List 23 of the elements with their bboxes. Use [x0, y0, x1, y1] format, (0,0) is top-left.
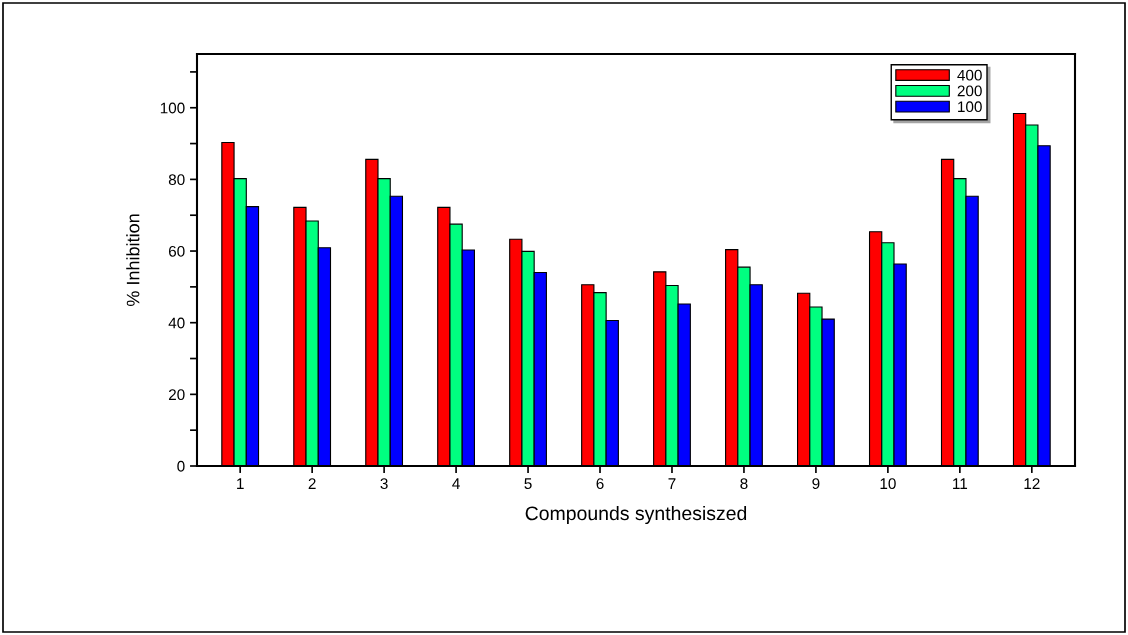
legend-label: 400: [957, 69, 982, 81]
x-tick-label: 9: [812, 478, 820, 490]
x-axis-title: Compounds synthesiszed: [525, 505, 747, 525]
y-tick-label: 60: [168, 245, 185, 257]
x-tick-label: 4: [452, 478, 460, 489]
x-tick-label: 1: [237, 478, 244, 489]
y-tick-label: 40: [168, 317, 185, 329]
x-tick-label: 8: [740, 478, 748, 490]
x-tick-label: 10: [880, 478, 896, 490]
legend-label: 100: [958, 101, 982, 113]
x-tick-label: 5: [524, 478, 532, 490]
x-tick-label: 3: [380, 478, 388, 490]
y-tick-label: 100: [160, 102, 185, 114]
y-tick-label: 20: [168, 389, 185, 401]
y-tick-label: 0: [177, 460, 185, 472]
x-tick-label: 11: [953, 478, 968, 489]
legend-label: 200: [957, 85, 982, 97]
x-tick-label: 2: [308, 478, 316, 489]
y-tick-label: 80: [168, 174, 185, 186]
x-tick-label: 6: [596, 478, 604, 490]
x-tick-label: 7: [668, 478, 676, 489]
y-axis-title: % Inhibition: [126, 214, 140, 307]
x-tick-label: 12: [1024, 478, 1040, 489]
